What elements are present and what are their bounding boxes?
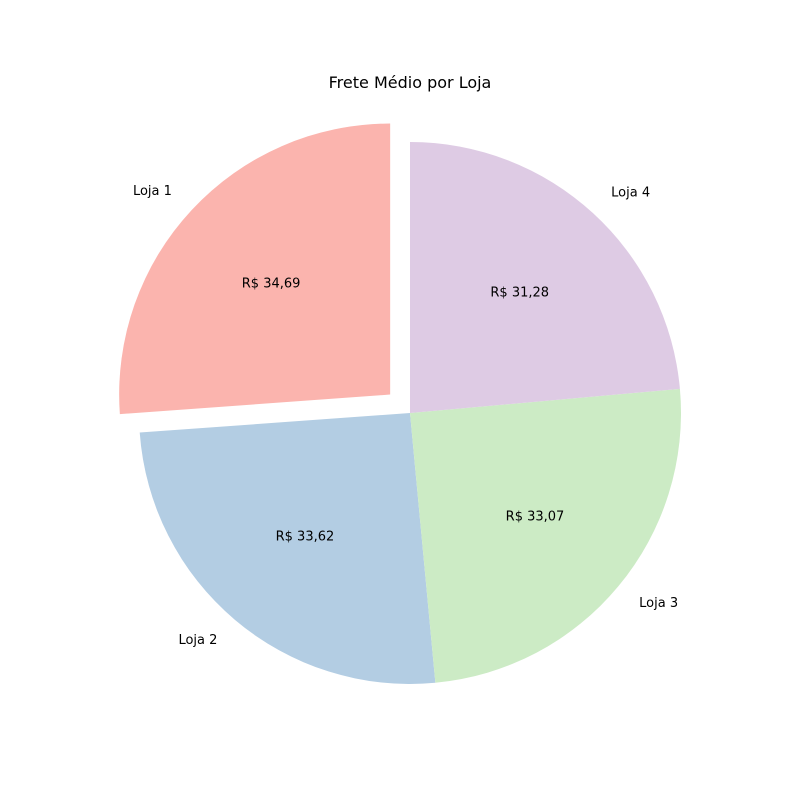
pie-slice-loja-1	[119, 123, 391, 415]
pie-slice-loja-3	[410, 388, 681, 683]
slice-value-label: R$ 31,28	[490, 286, 549, 301]
slice-label: Loja 4	[611, 186, 650, 201]
slice-label: Loja 1	[133, 184, 172, 199]
slice-value-label: R$ 33,07	[506, 509, 565, 524]
slice-label: Loja 3	[639, 596, 678, 611]
pie-slice-loja-2	[139, 413, 436, 684]
slice-value-label: R$ 34,69	[242, 276, 301, 291]
chart-title: Frete Médio por Loja	[329, 73, 492, 92]
slice-label: Loja 2	[178, 633, 217, 648]
pie-slice-loja-4	[410, 142, 680, 413]
slice-value-label: R$ 33,62	[276, 530, 335, 545]
